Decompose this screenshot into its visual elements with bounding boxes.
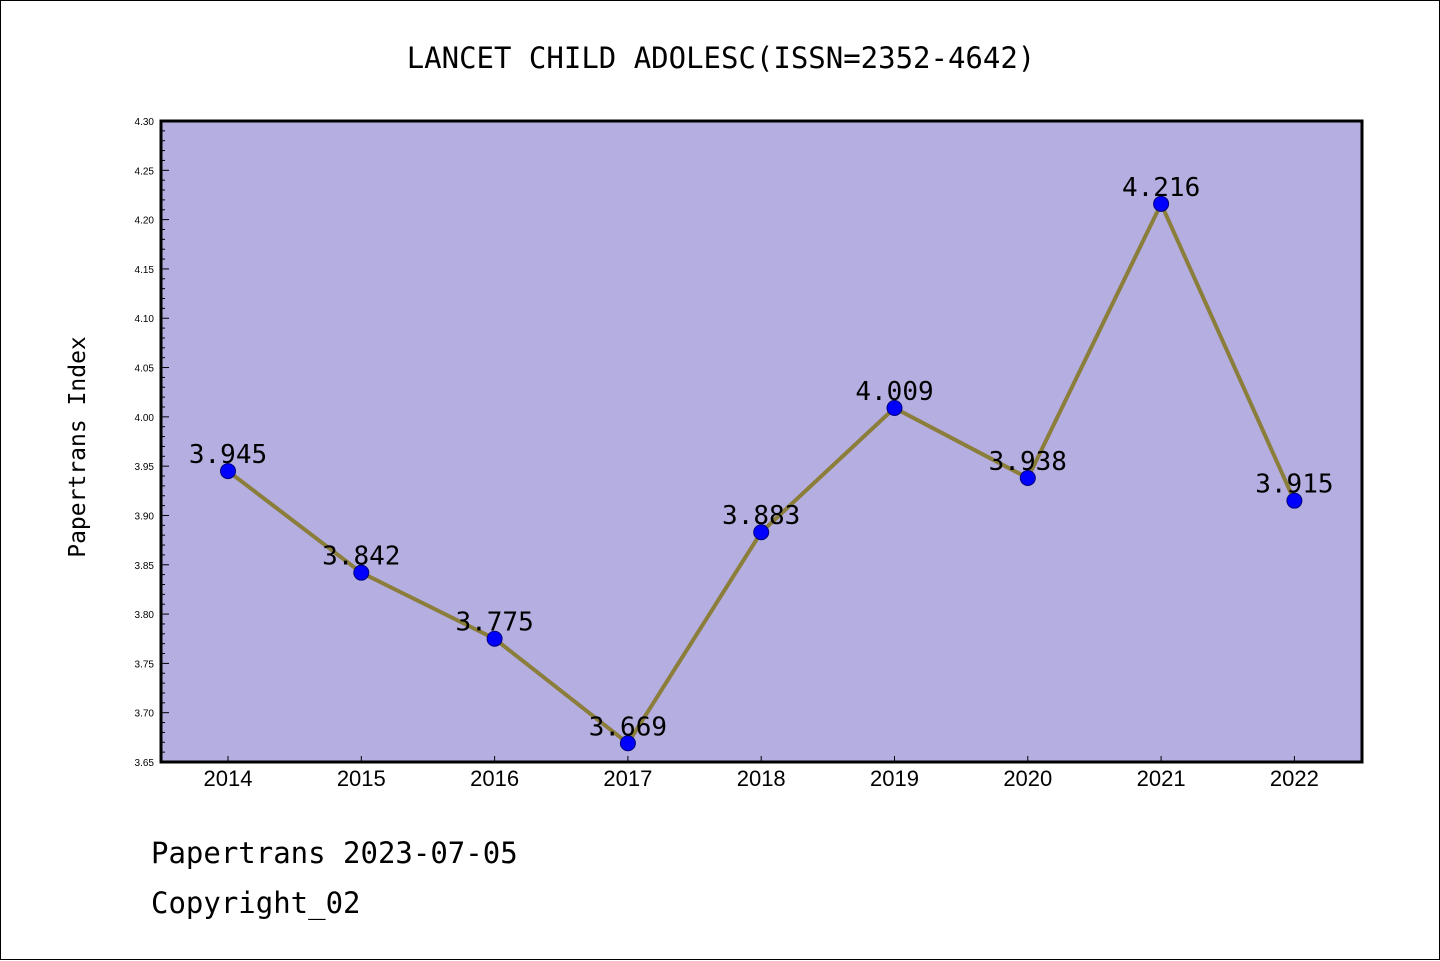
y-tick-label: 4.10	[135, 314, 155, 325]
y-tick-label: 3.85	[135, 561, 155, 572]
x-tick-label: 2014	[204, 766, 253, 791]
data-label: 4.009	[855, 377, 933, 407]
data-point-marker	[753, 524, 770, 541]
y-tick-label: 3.70	[135, 709, 155, 720]
data-label: 3.915	[1255, 470, 1333, 500]
x-tick-label: 2019	[870, 766, 919, 791]
data-point-marker	[220, 463, 236, 480]
data-label: 3.669	[589, 712, 667, 742]
y-tick-label: 3.65	[135, 758, 155, 769]
y-tick-label: 3.80	[135, 610, 155, 621]
y-tick-label: 4.00	[135, 413, 155, 424]
plot-area	[159, 119, 1364, 764]
data-label: 3.938	[989, 447, 1067, 477]
data-labels: 3.945 3.842 3.775 3.669 3.883 4.009 3.938 4.216…	[189, 173, 1334, 742]
footer-date: Papertrans 2023-07-05	[151, 836, 518, 870]
y-tick-label: 4.15	[135, 265, 155, 276]
x-tick-label: 2016	[470, 766, 519, 791]
y-tick-label: 3.75	[135, 659, 155, 670]
y-tick-label: 3.90	[135, 511, 155, 522]
data-label: 4.216	[1122, 173, 1200, 203]
data-label: 3.945	[189, 440, 267, 470]
y-tick-label: 4.25	[135, 166, 155, 177]
data-point-marker	[1153, 195, 1170, 212]
data-point-marker	[1019, 469, 1036, 486]
x-tick-label: 2017	[603, 766, 652, 791]
data-label: 3.883	[722, 501, 800, 531]
data-label: 3.842	[322, 542, 400, 572]
y-tick-label: 4.30	[135, 117, 155, 128]
data-point-marker	[353, 564, 370, 581]
chart-title: LANCET CHILD ADOLESC(ISSN=2352-4642)	[407, 41, 1036, 75]
x-tick-label: 2018	[737, 766, 786, 791]
y-axis: 3.65 3.70 3.75 3.80 3.85 3.90 3.95 4.00 4.05 4.10…	[135, 117, 169, 769]
y-axis-label: Papertrans Index	[65, 336, 91, 558]
y-tick-label: 4.20	[135, 216, 155, 227]
data-label: 3.775	[455, 608, 533, 638]
x-axis: 2014 2015 2016 2017 2018 2019 2020 2021 2022	[204, 756, 1319, 791]
data-series	[220, 195, 1303, 752]
y-tick-label: 4.05	[135, 364, 155, 375]
y-tick-label: 3.95	[135, 462, 155, 473]
x-tick-label: 2015	[337, 766, 386, 791]
footer-copyright: Copyright_02	[151, 886, 361, 920]
x-tick-label: 2020	[1003, 766, 1052, 791]
x-tick-label: 2021	[1137, 766, 1186, 791]
data-point-marker	[619, 735, 636, 752]
data-point-marker	[886, 399, 903, 416]
data-point-marker	[1286, 492, 1303, 509]
x-tick-label: 2022	[1270, 766, 1319, 791]
data-point-marker	[486, 630, 503, 647]
